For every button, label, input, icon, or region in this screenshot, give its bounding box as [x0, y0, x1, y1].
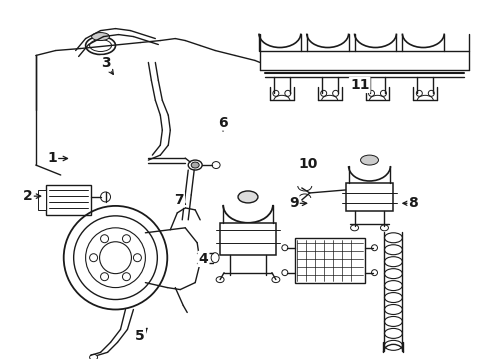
Ellipse shape: [92, 32, 110, 41]
Text: 7: 7: [174, 193, 184, 207]
Bar: [220, 223, 276, 255]
Text: 1: 1: [48, 152, 57, 166]
Text: 8: 8: [409, 196, 418, 210]
Text: 5: 5: [135, 329, 145, 343]
Ellipse shape: [191, 162, 199, 168]
Ellipse shape: [188, 160, 202, 170]
Text: 9: 9: [289, 196, 298, 210]
Ellipse shape: [86, 37, 116, 54]
Ellipse shape: [361, 155, 378, 165]
Text: 11: 11: [350, 78, 369, 92]
Ellipse shape: [238, 191, 258, 203]
Text: 4: 4: [198, 252, 208, 266]
Text: 3: 3: [101, 57, 111, 71]
Text: 6: 6: [218, 116, 228, 130]
Bar: [345, 183, 393, 211]
Bar: [46, 185, 91, 215]
Text: 2: 2: [23, 189, 33, 203]
Text: 10: 10: [299, 157, 318, 171]
Bar: [295, 238, 365, 283]
Bar: [38, 190, 46, 210]
